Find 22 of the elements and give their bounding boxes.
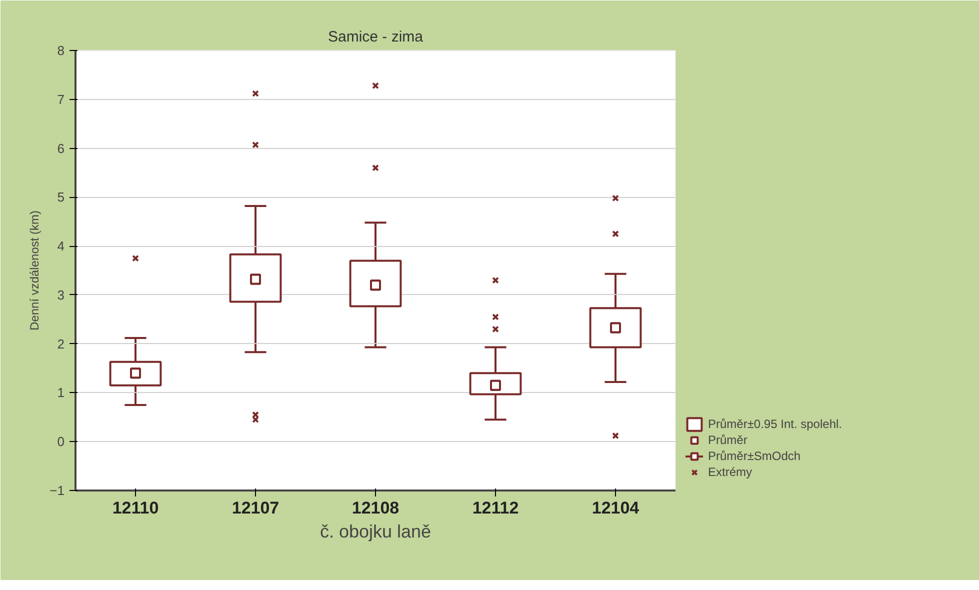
y-tick-label: 3 <box>57 287 65 302</box>
y-tick-label: 6 <box>57 140 65 156</box>
y-tick-label: 2 <box>57 336 65 352</box>
y-tick-label: 5 <box>57 190 65 205</box>
legend-label: Průměr <box>708 432 748 448</box>
y-tick-label: 1 <box>57 385 65 400</box>
legend-label: Průměr±0.95 Int. spolehl. <box>708 416 842 432</box>
chart-title: Samice - zima <box>328 28 424 46</box>
legend-label: Extrémy <box>708 464 752 480</box>
y-axis-title: Denní vzdálenost (km) <box>28 210 42 331</box>
y-tick-label: 0 <box>57 434 65 450</box>
x-tick-label: 12108 <box>352 498 400 518</box>
x-tick-label: 12107 <box>232 498 280 518</box>
x-axis-title: č. obojku laně <box>320 522 432 542</box>
x-tick-label: 12110 <box>112 498 159 518</box>
y-tick-label: 4 <box>57 238 65 254</box>
y-tick-label: 8 <box>57 43 65 58</box>
y-tick-label: 7 <box>57 92 65 107</box>
x-tick-label: 12104 <box>592 498 640 518</box>
x-tick-label: 12112 <box>472 498 519 518</box>
y-tick-label: −1 <box>50 483 65 498</box>
legend-label: Průměr±SmOdch <box>708 448 801 464</box>
